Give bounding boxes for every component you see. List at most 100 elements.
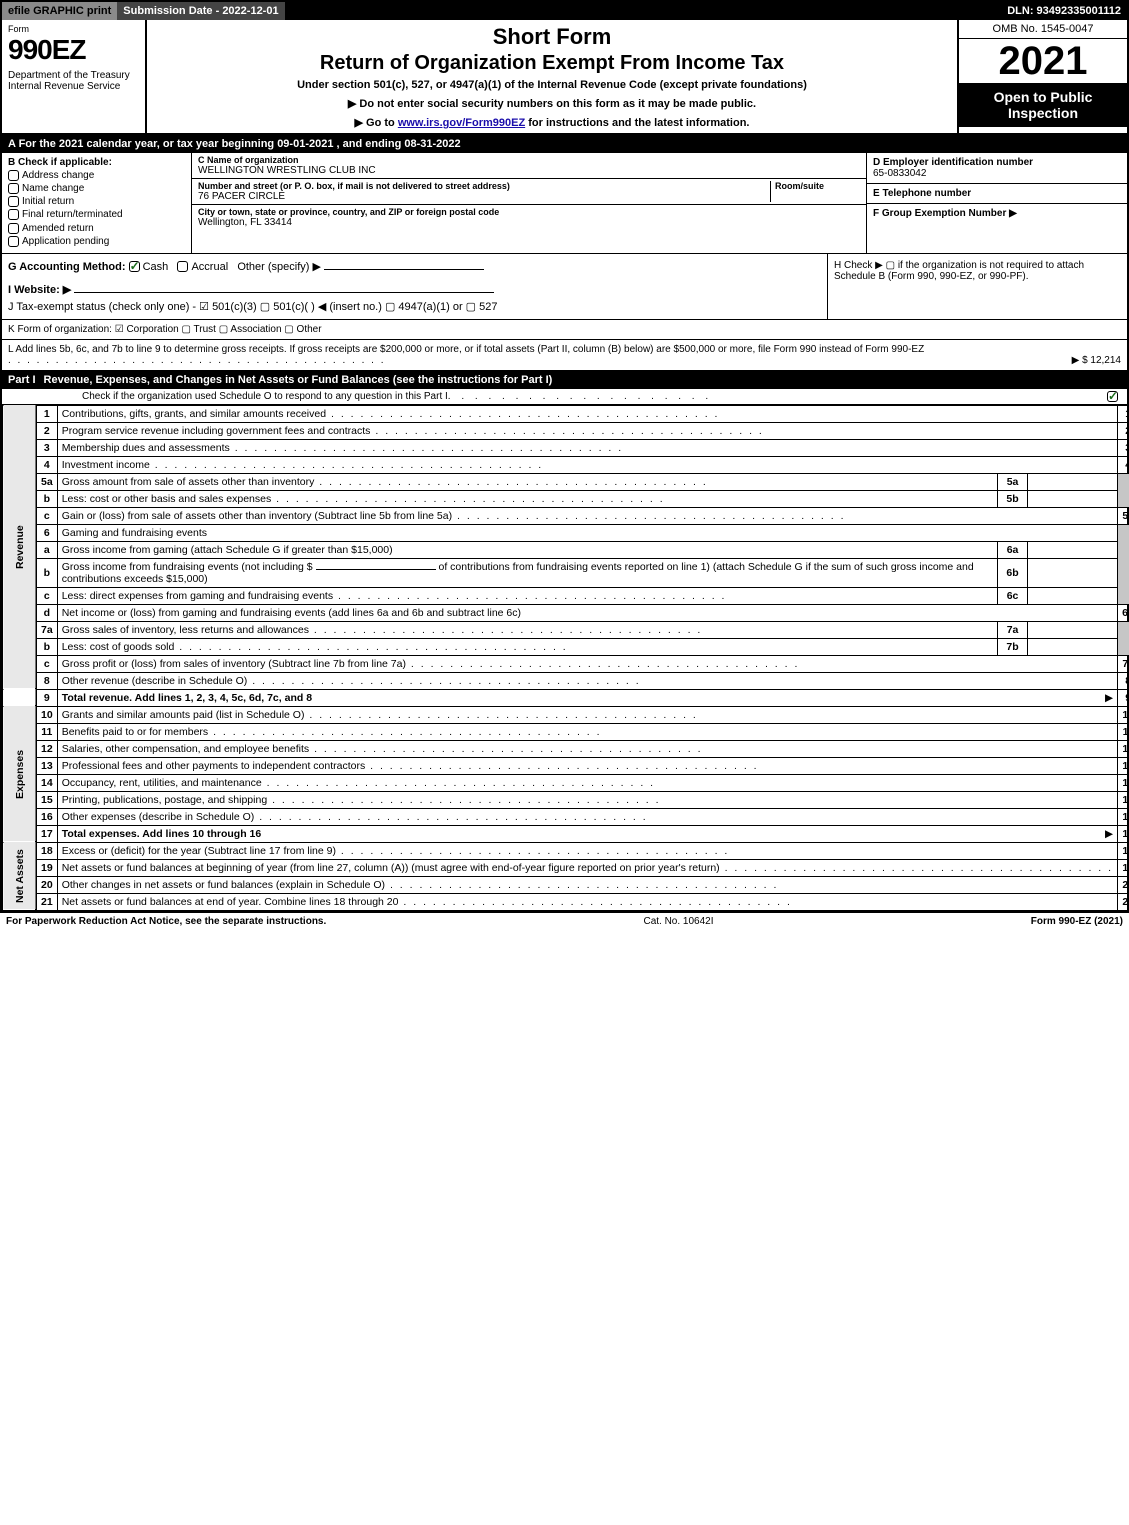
line-1-desc: Contributions, gifts, grants, and simila… (57, 405, 1117, 422)
footer-form-ref: Form 990-EZ (2021) (1031, 916, 1123, 927)
line-17-ln: 17 (1118, 825, 1129, 842)
chk-cash[interactable] (129, 261, 140, 272)
chk-final-return[interactable]: Final return/terminated (8, 209, 185, 220)
chk-initial-return[interactable]: Initial return (8, 196, 185, 207)
line-20-desc: Other changes in net assets or fund bala… (57, 876, 1117, 893)
line-6c-sn: 6c (998, 587, 1028, 604)
line-18-ln: 18 (1118, 842, 1129, 859)
header-right: OMB No. 1545-0047 2021 Open to Public In… (957, 20, 1127, 133)
l-amount: ▶ $ 12,214 (1072, 355, 1121, 366)
line-17-num: 17 (36, 825, 57, 842)
department-label: Department of the Treasury Internal Reve… (8, 70, 139, 92)
chk-amended-return[interactable]: Amended return (8, 223, 185, 234)
column-def: D Employer identification number 65-0833… (867, 153, 1127, 253)
row-j: J Tax-exempt status (check only one) - ☑… (8, 300, 821, 313)
line-6-desc: Gaming and fundraising events (57, 524, 1117, 541)
website-line[interactable] (74, 292, 494, 293)
line-6c-desc: Less: direct expenses from gaming and fu… (57, 587, 997, 604)
c-name-row: C Name of organization WELLINGTON WRESTL… (192, 153, 866, 179)
footer-left: For Paperwork Reduction Act Notice, see … (6, 916, 326, 927)
line-8-desc: Other revenue (describe in Schedule O) (57, 672, 1117, 689)
line-14-num: 14 (36, 774, 57, 791)
irs-link[interactable]: www.irs.gov/Form990EZ (398, 117, 525, 129)
sched-o-checkbox[interactable] (1107, 391, 1118, 402)
line-8-ln: 8 (1118, 672, 1129, 689)
chk-application-pending[interactable]: Application pending (8, 236, 185, 247)
line-5b-num: b (36, 490, 57, 507)
row-gh: G Accounting Method: Cash Accrual Other … (2, 254, 1127, 320)
line-7c-desc: Gross profit or (loss) from sales of inv… (57, 655, 1117, 672)
b-header: B Check if applicable: (8, 157, 185, 168)
line-13-desc: Professional fees and other payments to … (57, 757, 1117, 774)
row-h: H Check ▶ ▢ if the organization is not r… (827, 254, 1127, 319)
row-g: G Accounting Method: Cash Accrual Other … (2, 254, 827, 319)
chk-accrual[interactable] (177, 261, 188, 272)
chk-address-change[interactable]: Address change (8, 170, 185, 181)
line-5b-sn: 5b (998, 490, 1028, 507)
row-a-tax-year: A For the 2021 calendar year, or tax yea… (2, 135, 1127, 153)
g-label: G Accounting Method: (8, 261, 126, 273)
part1-header: Part I Revenue, Expenses, and Changes in… (2, 371, 1127, 389)
chk-name-change[interactable]: Name change (8, 183, 185, 194)
footer-cat-no: Cat. No. 10642I (326, 916, 1030, 927)
row-k: K Form of organization: ☑ Corporation ▢ … (2, 320, 1127, 340)
part1-num: Part I (8, 374, 44, 386)
goto-prefix: ▶ Go to (355, 117, 398, 129)
line-5b-desc: Less: cost or other basis and sales expe… (57, 490, 997, 507)
line-7a-num: 7a (36, 621, 57, 638)
top-bar: efile GRAPHIC print Submission Date - 20… (2, 2, 1127, 20)
other-specify-line[interactable] (324, 269, 484, 270)
line-2-desc: Program service revenue including govern… (57, 422, 1117, 439)
line-4-desc: Investment income (57, 456, 1117, 473)
side-blank-9 (3, 689, 37, 706)
line-5c-ln: 5c (1118, 507, 1129, 524)
line-7b-desc: Less: cost of goods sold (57, 638, 997, 655)
goto-suffix: for instructions and the latest informat… (525, 117, 749, 129)
line-6c-num: c (36, 587, 57, 604)
line-6b-blank[interactable] (316, 569, 436, 570)
line-5a-num: 5a (36, 473, 57, 490)
subtitle-section: Under section 501(c), 527, or 4947(a)(1)… (153, 79, 951, 91)
line-16-ln: 16 (1118, 808, 1129, 825)
title-short-form: Short Form (153, 24, 951, 50)
line-9-desc: Total revenue. Add lines 1, 2, 3, 4, 5c,… (57, 689, 1117, 706)
line-20-num: 20 (36, 876, 57, 893)
line-6a-num: a (36, 541, 57, 558)
line-18-num: 18 (36, 842, 57, 859)
line-4-ln: 4 (1118, 456, 1129, 473)
org-city: Wellington, FL 33414 (198, 217, 860, 228)
line-4-num: 4 (36, 456, 57, 473)
c-room-label: Room/suite (775, 181, 860, 191)
line-13-ln: 13 (1118, 757, 1129, 774)
part1-schedule-o-check: Check if the organization used Schedule … (2, 389, 1127, 405)
line-10-num: 10 (36, 706, 57, 723)
line-9-ln: 9 (1118, 689, 1129, 706)
form-container: efile GRAPHIC print Submission Date - 20… (0, 0, 1129, 913)
line-15-desc: Printing, publications, postage, and shi… (57, 791, 1117, 808)
e-phone-row: E Telephone number (867, 184, 1127, 204)
part1-title: Revenue, Expenses, and Changes in Net As… (44, 374, 1121, 386)
sched-check-text: Check if the organization used Schedule … (82, 391, 448, 402)
line-8-num: 8 (36, 672, 57, 689)
line-6d-num: d (36, 604, 57, 621)
line-13-num: 13 (36, 757, 57, 774)
section-bcdef: B Check if applicable: Address change Na… (2, 153, 1127, 254)
line-15-ln: 15 (1118, 791, 1129, 808)
subtitle-ssn-warning: ▶ Do not enter social security numbers o… (153, 97, 951, 110)
line-5c-desc: Gain or (loss) from sale of assets other… (57, 507, 1117, 524)
f-label: F Group Exemption Number ▶ (873, 208, 1121, 219)
line-3-num: 3 (36, 439, 57, 456)
header-left: Form 990EZ Department of the Treasury In… (2, 20, 147, 133)
line-7b-sv (1028, 638, 1118, 655)
title-return: Return of Organization Exempt From Incom… (153, 52, 951, 75)
line-1-ln: 1 (1118, 405, 1129, 422)
line-5c-num: c (36, 507, 57, 524)
other-label: Other (specify) ▶ (237, 261, 321, 273)
org-street: 76 PACER CIRCLE (198, 191, 770, 202)
cash-label: Cash (143, 261, 169, 273)
form-label: Form (8, 24, 139, 34)
line-6-grey (1118, 524, 1129, 604)
line-17-desc: Total expenses. Add lines 10 through 16▶ (57, 825, 1117, 842)
line-7a-desc: Gross sales of inventory, less returns a… (57, 621, 997, 638)
line-2-num: 2 (36, 422, 57, 439)
